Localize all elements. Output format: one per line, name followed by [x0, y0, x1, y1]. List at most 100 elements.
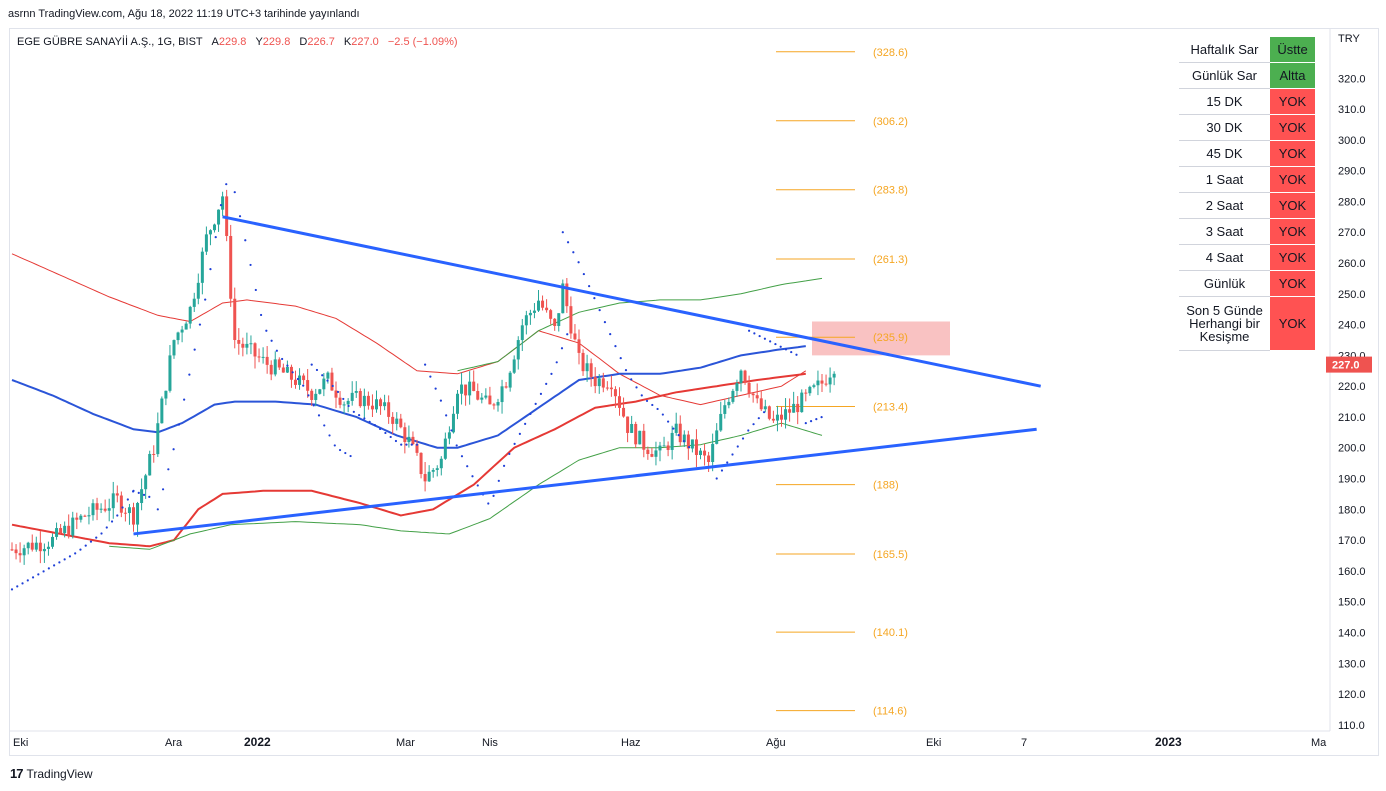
sar-dot [53, 564, 56, 567]
time-tick-label: Ağu [766, 737, 786, 749]
sar-dot [731, 453, 734, 456]
candle-body [788, 409, 792, 413]
candle-body [160, 398, 164, 424]
sar-dot [37, 573, 40, 576]
candle-body [261, 356, 265, 358]
fib-level-label: (114.6) [873, 706, 907, 718]
signal-status: YOK [1269, 88, 1316, 115]
signal-status: YOK [1269, 166, 1316, 193]
candle-body [613, 389, 617, 397]
sar-dot [214, 236, 217, 239]
sar-dot [156, 508, 159, 511]
change-value: −2.5 (−1.09%) [387, 36, 458, 48]
candle-body [670, 432, 674, 450]
sar-dot [368, 420, 371, 423]
price-tick-label: 150.0 [1338, 597, 1366, 609]
band-green-upper-line [457, 277, 823, 372]
candle-body [152, 453, 156, 455]
candle-body [196, 282, 200, 299]
candle-body [67, 525, 71, 536]
candle-body [524, 315, 528, 326]
candle-body [375, 399, 378, 410]
candle-body [310, 390, 314, 400]
sar-dot [508, 452, 511, 455]
sar-dot [424, 363, 427, 366]
candle-body [318, 389, 322, 394]
candle-body [460, 384, 464, 394]
sar-dot [720, 469, 724, 472]
signal-label: Günlük [1179, 270, 1270, 297]
ma-red-upper-line [11, 253, 807, 406]
candle-body [245, 343, 249, 348]
signal-label: 4 Saat [1179, 244, 1270, 271]
candle-body [476, 391, 480, 400]
sar-dot [379, 427, 382, 431]
candle-body [107, 508, 111, 511]
candle-body [731, 390, 735, 402]
candle-body [26, 542, 30, 549]
chart-frame [9, 28, 1379, 756]
candle-body [581, 352, 585, 372]
sar-dot [42, 570, 45, 573]
candles-layer [10, 189, 836, 565]
candle-body [119, 495, 123, 513]
sar-dot [410, 443, 413, 446]
candle-body [156, 423, 160, 455]
signal-label: Günlük Sar [1179, 62, 1270, 89]
candle-body [832, 373, 836, 378]
sar-dot [167, 468, 170, 471]
sar-dot [434, 387, 437, 390]
open-value: 229.8 [218, 36, 247, 48]
candle-body [200, 251, 204, 283]
candle-body [233, 298, 237, 340]
candle-body [739, 370, 743, 384]
candle-body [634, 423, 638, 445]
sar-dot [331, 384, 334, 388]
candle-body [796, 403, 800, 413]
candle-body [447, 432, 451, 439]
candle-body [666, 445, 670, 450]
candle-body [585, 363, 589, 372]
sar-dot [762, 411, 766, 414]
band-green-lower-line [109, 422, 823, 550]
signal-status: YOK [1269, 296, 1316, 351]
candle-body [257, 356, 261, 358]
sar-dot [363, 417, 366, 420]
sar-dot [302, 384, 305, 387]
candle-body [379, 399, 383, 407]
sar-dot [307, 394, 310, 397]
candle-body [302, 375, 306, 381]
sar-dot [769, 340, 772, 343]
candle-body [176, 332, 180, 341]
candle-body [699, 450, 702, 456]
candle-body [528, 312, 532, 316]
candle-body [767, 406, 771, 419]
signal-status: YOK [1269, 114, 1316, 141]
high-label: Y [255, 36, 263, 48]
candle-body [229, 235, 233, 299]
sar-dot [619, 357, 622, 360]
price-tick-label: 180.0 [1338, 504, 1366, 516]
candle-body [34, 542, 38, 550]
candle-body [180, 329, 184, 333]
sar-dot [321, 374, 324, 377]
candle-body [520, 325, 524, 341]
sar-dot [244, 239, 247, 242]
candle-body [265, 356, 269, 365]
candle-body [784, 409, 788, 420]
resistance-zone-layer [812, 321, 950, 356]
sar-dot [142, 493, 146, 496]
open-label: A [211, 36, 219, 48]
signal-row: 15 DK YOK [1179, 88, 1316, 115]
price-tick-label: 220.0 [1338, 381, 1366, 393]
price-tick-label: 210.0 [1338, 412, 1366, 424]
candle-body [75, 517, 79, 520]
sar-dot [752, 423, 755, 426]
sar-dot [338, 448, 342, 452]
candle-body [508, 372, 512, 388]
candle-body [63, 525, 67, 534]
sar-dot [291, 371, 294, 374]
sar-dot [555, 361, 558, 364]
tradingview-logo[interactable]: 17 TradingView [10, 766, 93, 781]
